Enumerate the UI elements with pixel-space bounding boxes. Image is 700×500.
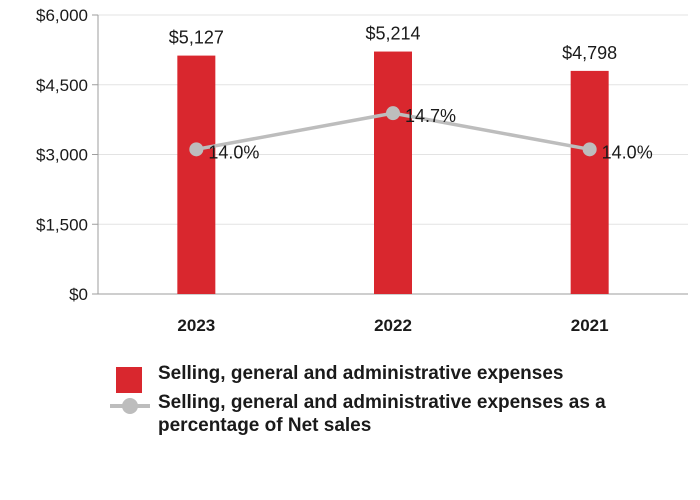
- x-category-label: 2023: [177, 316, 215, 335]
- percentage-value-label: 14.7%: [405, 106, 456, 126]
- y-axis: $6,000 $4,500 $3,000 $1,500 $0: [36, 6, 99, 304]
- bar-data-labels: $5,127 $5,214 $4,798: [169, 24, 617, 63]
- percentage-point: [582, 142, 597, 157]
- y-tick-label: $0: [69, 285, 88, 304]
- legend-line-marker: [122, 398, 138, 414]
- x-category-label: 2022: [374, 316, 412, 335]
- legend-item-bar: Selling, general and administrative expe…: [110, 362, 670, 393]
- bar-value-label: $5,214: [365, 24, 420, 44]
- bar: [570, 70, 609, 294]
- y-tick-label: $3,000: [36, 146, 88, 165]
- percentage-point: [386, 106, 400, 121]
- x-category-label: 2021: [571, 316, 609, 335]
- bar-value-label: $4,798: [562, 43, 617, 63]
- y-tick-label: $1,500: [36, 215, 88, 234]
- bar-value-label: $5,127: [169, 28, 224, 48]
- bar-series: [177, 51, 609, 295]
- legend-item-line: Selling, general and administrative expe…: [110, 391, 670, 437]
- percentage-value-label: 14.0%: [208, 142, 259, 162]
- percentage-line-series: 14.0% 14.7% 14.0%: [189, 106, 653, 162]
- y-tick-label: $4,500: [36, 76, 88, 95]
- y-tick-label: $6,000: [36, 6, 88, 25]
- legend-bar-label: Selling, general and administrative expe…: [158, 363, 564, 384]
- legend-bar-swatch: [116, 367, 142, 393]
- bar: [177, 55, 216, 295]
- legend-line-label: Selling, general and administrative expe…: [158, 392, 606, 436]
- percentage-point: [189, 142, 204, 157]
- x-axis: 2023 2022 2021: [177, 316, 608, 335]
- sga-chart: $6,000$4,500$3,000$1,500$0 $5,127 $5,214$…: [36, 6, 688, 335]
- legend: Selling, general and administrative expe…: [110, 362, 670, 443]
- percentage-value-label: 14.0%: [602, 142, 653, 162]
- bar: [374, 51, 412, 295]
